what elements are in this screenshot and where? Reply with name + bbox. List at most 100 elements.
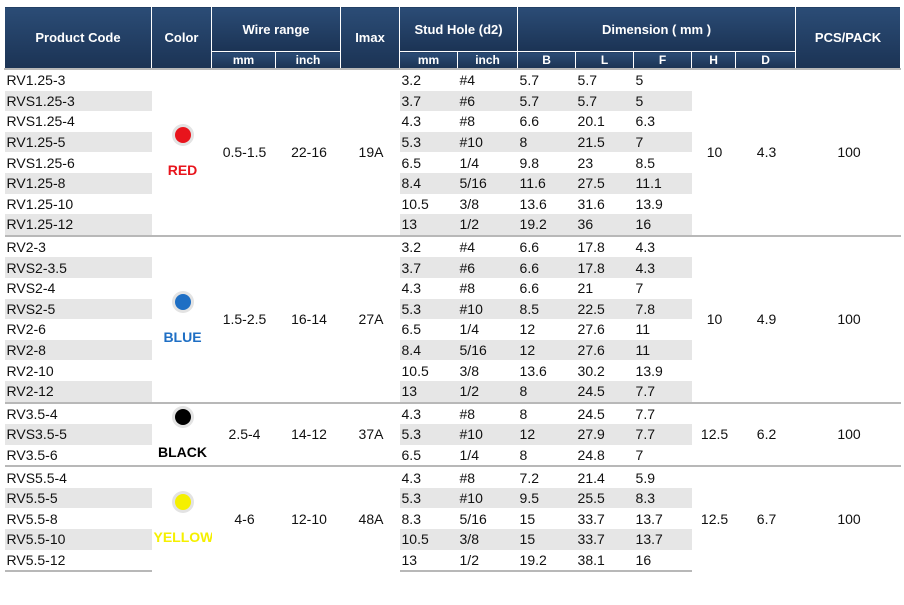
table-row: RV5.5-5 5.3 #10 9.5 25.5 8.3: [4, 487, 901, 509]
header-product-code: Product Code: [4, 6, 152, 70]
stud-mm-cell: 3.7: [399, 90, 458, 112]
table-header: Product Code Color Wire range Imax Stud …: [4, 6, 902, 70]
dim-b-cell: 19.2: [517, 549, 576, 573]
table-row: RVS1.25-4 4.3 #8 6.6 20.1 6.3: [5, 111, 901, 132]
table-row: RV5.5-10 10.5 3/8 15 33.7 13.7: [4, 529, 901, 550]
table-row: RV1.25-12 13 1/2 19.2 36 16: [4, 214, 901, 236]
stud-mm-cell: 13: [399, 549, 458, 573]
product-code-cell: RV3.5-4: [4, 401, 152, 425]
product-code-cell: RV3.5-6: [6, 446, 58, 463]
stud-mm-cell: 10.5: [399, 529, 458, 550]
header-imax: Imax: [340, 6, 401, 70]
dim-d-cell: 6.2: [735, 401, 796, 467]
stud-mm-cell: 8.3: [401, 510, 421, 527]
stud-inch-cell: #8: [457, 401, 518, 425]
dim-l-cell: 38.1: [575, 549, 634, 573]
dim-b-cell: 13.6: [519, 195, 547, 212]
stud-inch-cell: 1/2: [457, 380, 518, 403]
table-row: RVS1.25-6 6.5 1/4 9.8 23 8.5: [5, 152, 901, 173]
table-row: RV2-3 BLUE 1.5-2.5 16-14 27A 3.2 #4 6.6 17.8 4.3 1…: [4, 234, 901, 403]
stud-inch-cell: #6: [457, 90, 518, 112]
header-wire-mm: mm: [211, 51, 276, 70]
pcs-pack-cell: 100: [795, 234, 901, 403]
product-code-cell: RV5.5-8: [6, 510, 58, 527]
header-dim-f: F: [633, 51, 693, 70]
dim-b-cell: 15: [519, 510, 536, 527]
stud-mm-cell: 4.3: [401, 113, 421, 130]
wire-range-mm-cell: 0.5-1.5: [211, 68, 276, 236]
stud-inch-cell: 1/2: [457, 549, 518, 573]
dim-b-cell: 11.6: [517, 172, 576, 194]
stud-inch-cell: #8: [457, 465, 518, 488]
stud-mm-cell: 4.3: [399, 465, 458, 488]
dim-f-cell: 7: [633, 131, 692, 153]
dim-b-cell: 6.6: [517, 234, 576, 258]
stud-mm-cell: 4.3: [399, 401, 458, 425]
product-code-cell: RV2-8: [4, 339, 152, 361]
dim-f-cell: 7: [635, 446, 644, 463]
pcs-pack-cell: 100: [795, 465, 901, 572]
stud-mm-cell: 3.2: [399, 234, 458, 258]
imax-cell: 48A: [340, 465, 400, 572]
dim-f-cell: 13.9: [635, 362, 663, 379]
dim-b-cell: 12: [517, 424, 576, 445]
table-row: RV2-12 13 1/2 8 24.5 7.7: [4, 380, 901, 403]
stud-mm-cell: 6.5: [401, 446, 421, 463]
header-stud-mm: mm: [399, 51, 459, 70]
dim-f-cell: 8.5: [635, 154, 655, 171]
table-row: RV2-8 8.4 5/16 12 27.6 11: [4, 339, 901, 361]
dim-l-cell: 21: [577, 280, 594, 297]
stud-inch-cell: #4: [457, 234, 518, 258]
header-dim-l: L: [575, 51, 635, 70]
dim-d-cell: 6.7: [735, 465, 796, 572]
dim-f-cell: 5.9: [633, 465, 692, 488]
product-code-cell: RV1.25-12: [4, 214, 152, 236]
table-row: RVS2-3.5 3.7 #6 6.6 17.8 4.3: [4, 257, 901, 278]
stud-mm-cell: 4.3: [401, 280, 421, 297]
dim-b-cell: 6.6: [517, 257, 576, 278]
dim-f-cell: 6.3: [635, 113, 655, 130]
wire-range-inch-cell: 12-10: [275, 465, 341, 572]
table-row: RV3.5-4 BLACK 2.5-4 14-12 37A 4.3 #8 8 24.5 7.7 12…: [4, 401, 901, 467]
color-cell: YELLOW: [151, 465, 212, 572]
color-name: RED: [167, 161, 198, 178]
dim-h-cell: 10: [691, 68, 736, 236]
product-code-cell: RVS1.25-3: [4, 90, 152, 112]
dim-f-cell: 11.1: [633, 172, 692, 194]
product-code-cell: RV5.5-12: [4, 549, 152, 573]
dim-l-cell: 22.5: [575, 298, 634, 320]
header-pcs-pack: PCS/PACK: [795, 6, 902, 70]
stud-mm-cell: 5.3: [399, 298, 458, 320]
wire-range-inch-cell: 22-16: [275, 68, 341, 236]
dim-f-cell: 4.3: [633, 257, 692, 278]
dim-f-cell: 16: [633, 214, 692, 236]
stud-inch-cell: 1/4: [459, 154, 479, 171]
dim-f-cell: 4.3: [633, 234, 692, 258]
product-code-cell: RV5.5-10: [4, 529, 152, 550]
dim-f-cell: 13.7: [635, 510, 663, 527]
header-dim-b: B: [517, 51, 577, 70]
table-row: RV2-10 10.5 3/8 13.6 30.2 13.9: [5, 360, 901, 381]
color-cell: RED: [151, 68, 212, 236]
dim-l-cell: 17.8: [575, 234, 634, 258]
dim-b-cell: 8.5: [517, 298, 576, 320]
dim-l-cell: 21.5: [575, 131, 634, 153]
stud-inch-cell: 1/4: [459, 321, 479, 338]
product-code-cell: RVS2-5: [4, 298, 152, 320]
table-row: RVS2-5 5.3 #10 8.5 22.5 7.8: [4, 298, 901, 320]
stud-inch-cell: #10: [457, 131, 518, 153]
dim-l-cell: 36: [575, 214, 634, 236]
stud-inch-cell: 5/16: [457, 339, 518, 361]
product-code-cell: RV1.25-10: [6, 195, 74, 212]
dim-l-cell: 17.8: [575, 257, 634, 278]
dim-f-cell: 13.9: [635, 195, 663, 212]
color-cell: BLUE: [151, 234, 212, 403]
dim-h-cell: 12.5: [691, 465, 736, 572]
stud-mm-cell: 8.4: [399, 172, 458, 194]
color-name: BLACK: [158, 443, 207, 460]
header-wire-inch: inch: [274, 51, 342, 70]
header-dim-d: D: [735, 51, 797, 70]
table-row: RV3.5-6 6.5 1/4 8 24.8 7: [5, 445, 901, 467]
dim-h-cell: 12.5: [691, 401, 736, 467]
